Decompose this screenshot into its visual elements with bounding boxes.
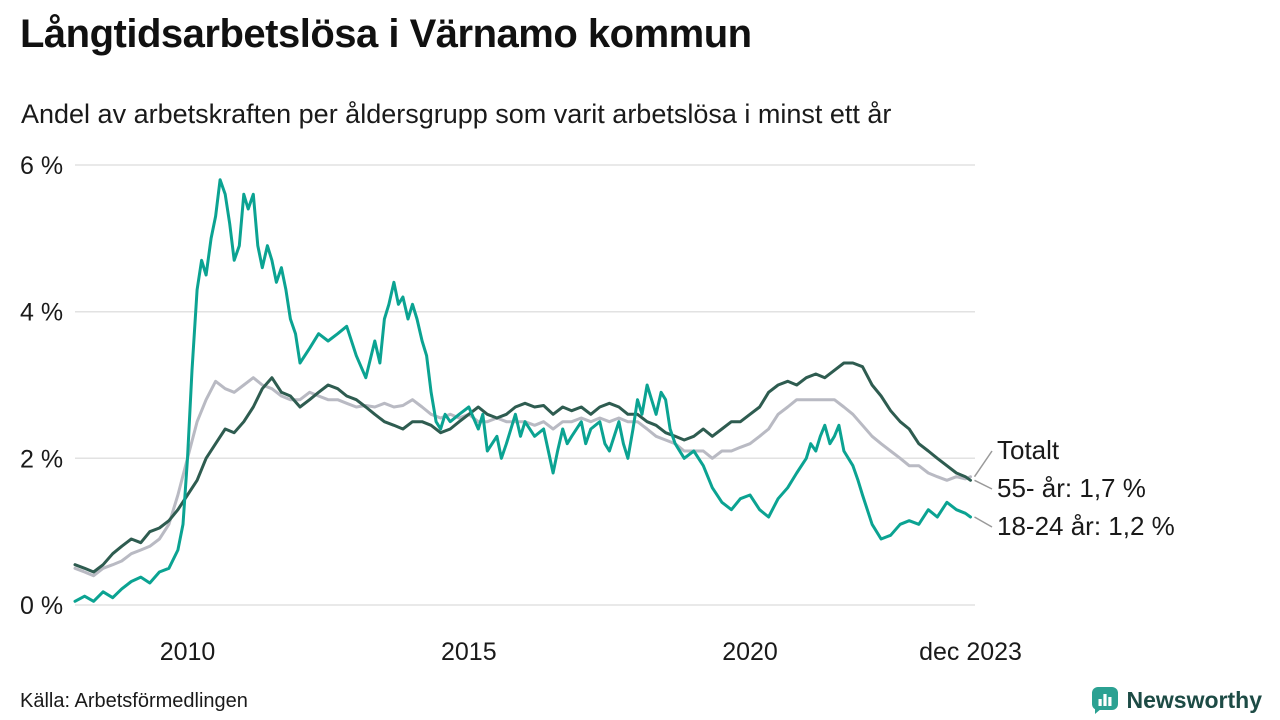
y-tick-label: 2 %: [20, 445, 63, 473]
brand-logo: Newsworthy: [1091, 686, 1262, 714]
annotation-connector-totalt: [973, 450, 993, 478]
y-tick-label: 6 %: [20, 152, 63, 180]
x-tick-label: 2015: [441, 638, 497, 666]
series-line-55: [73, 361, 972, 574]
annotation-55: 55- år: 1,7 %: [997, 473, 1146, 503]
series-line-totalt: [73, 376, 972, 578]
annotation-totalt: Totalt: [997, 435, 1060, 465]
brand-name: Newsworthy: [1126, 686, 1262, 713]
series-line-18-24: [73, 178, 972, 603]
newsworthy-icon: [1091, 686, 1119, 714]
source-note: Källa: Arbetsförmedlingen: [20, 690, 248, 712]
y-tick-label: 4 %: [20, 299, 63, 327]
annotation-connector-18-24: [974, 516, 993, 528]
chart-title: Långtidsarbetslösa i Värnamo kommun: [20, 12, 752, 56]
annotation-connector-55: [974, 479, 993, 490]
y-tick-label: 0 %: [20, 592, 63, 620]
x-tick-label: dec 2023: [919, 638, 1022, 666]
x-tick-label: 2010: [160, 638, 216, 666]
annotation-18-24: 18-24 år: 1,2 %: [997, 511, 1175, 541]
x-tick-label: 2020: [722, 638, 778, 666]
chart-subtitle: Andel av arbetskraften per åldersgrupp s…: [21, 99, 892, 129]
